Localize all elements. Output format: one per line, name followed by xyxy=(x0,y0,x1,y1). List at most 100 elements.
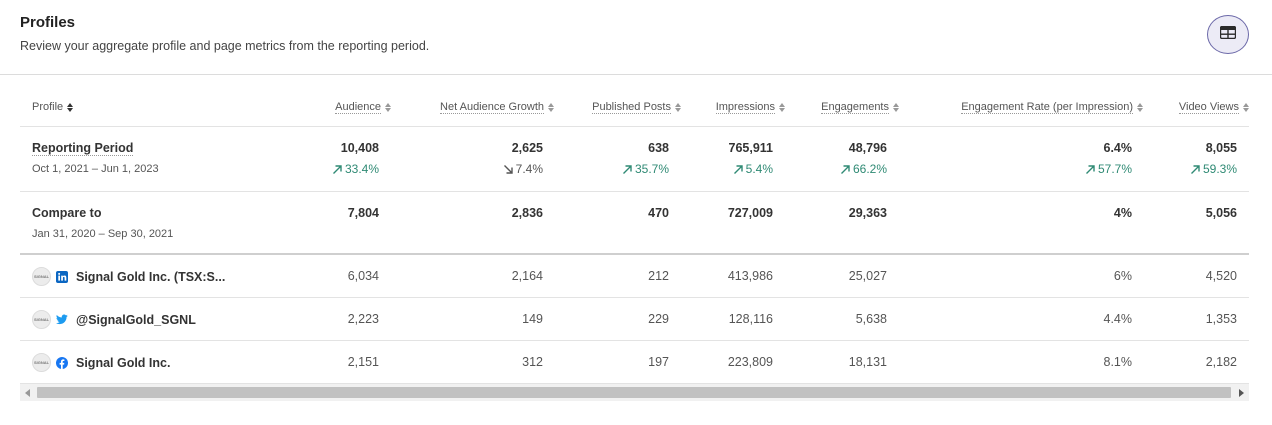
published-posts-change: 35.7% xyxy=(622,162,669,176)
scrollbar-thumb[interactable] xyxy=(37,387,1231,398)
column-header-label: Video Views xyxy=(1178,101,1239,114)
column-header-published-posts[interactable]: Published Posts xyxy=(592,101,681,114)
avatar: SIGNAL xyxy=(32,310,51,329)
engagement-rate-value: 8.1% xyxy=(1103,355,1133,369)
horizontal-scrollbar[interactable] xyxy=(20,384,1249,401)
scroll-left-arrow-icon[interactable] xyxy=(20,384,36,401)
sort-icon[interactable] xyxy=(675,103,681,112)
change-percent: 33.4% xyxy=(344,162,379,176)
section-title: Profiles xyxy=(20,14,76,31)
reporting-period-label[interactable]: Reporting Period xyxy=(32,141,134,156)
column-header-label: Engagements xyxy=(821,101,889,114)
column-header-label: Profile xyxy=(32,101,64,113)
sort-icon[interactable] xyxy=(893,103,899,112)
arrow-up-right-icon xyxy=(840,164,850,174)
engagements-value: 48,796 xyxy=(848,141,887,155)
arrow-up-right-icon xyxy=(733,164,743,174)
column-header-engagement-rate[interactable]: Engagement Rate (per Impression) xyxy=(961,101,1143,114)
video-views-value: 1,353 xyxy=(1205,312,1237,326)
profile-name[interactable]: Signal Gold Inc. xyxy=(76,355,171,370)
sort-icon[interactable] xyxy=(385,103,391,112)
change-percent: 66.2% xyxy=(852,162,887,176)
net-audience-growth-value: 2,625 xyxy=(511,141,543,155)
section-header: Profiles Review your aggregate profile a… xyxy=(0,0,1272,75)
section-subtitle: Review your aggregate profile and page m… xyxy=(20,39,430,53)
profile-name[interactable]: @SignalGold_SGNL xyxy=(76,312,196,327)
profile-cell: SIGNAL Signal Gold Inc. (TSX:S... xyxy=(32,267,225,286)
compare-to-row: Compare to Jan 31, 2020 – Sep 30, 2021 7… xyxy=(20,192,1249,255)
column-header-net-audience-growth[interactable]: Net Audience Growth xyxy=(440,101,554,114)
profile-cell: SIGNAL Signal Gold Inc. xyxy=(32,353,170,372)
sort-icon[interactable] xyxy=(548,103,554,112)
change-percent: 57.7% xyxy=(1097,162,1132,176)
change-percent: 5.4% xyxy=(745,162,773,176)
table-row: SIGNAL Signal Gold Inc. 2,151 312 197 223,8… xyxy=(20,341,1249,384)
column-header-impressions[interactable]: Impressions xyxy=(715,101,785,114)
net-audience-growth-value: 149 xyxy=(522,312,543,326)
audience-value: 10,408 xyxy=(340,141,379,155)
engagements-value: 18,131 xyxy=(848,355,887,369)
linkedin-icon xyxy=(56,270,68,283)
table-icon xyxy=(1219,25,1237,44)
audience-change: 33.4% xyxy=(332,162,379,176)
impressions-value: 765,911 xyxy=(728,141,774,155)
impressions-value: 413,986 xyxy=(727,269,773,283)
published-posts-value: 229 xyxy=(648,312,669,326)
sort-icon[interactable] xyxy=(1137,103,1143,112)
column-header-audience[interactable]: Audience xyxy=(335,101,391,114)
column-header-label: Published Posts xyxy=(592,101,671,114)
published-posts-value: 197 xyxy=(648,355,669,369)
avatar: SIGNAL xyxy=(32,267,51,286)
table-view-toggle-button[interactable] xyxy=(1207,15,1249,54)
column-header-video-views[interactable]: Video Views xyxy=(1178,101,1249,114)
audience-value: 2,151 xyxy=(347,355,379,369)
audience-value: 6,034 xyxy=(347,269,379,283)
profiles-table: Profile Audience Net Audience Growth Pub… xyxy=(20,86,1249,386)
arrow-down-right-icon xyxy=(503,164,513,174)
column-header-engagements[interactable]: Engagements xyxy=(821,101,899,114)
video-views-value: 2,182 xyxy=(1205,355,1237,369)
table-row: SIGNAL @SignalGold_SGNL 2,223 149 229 128,1… xyxy=(20,298,1249,341)
reporting-period-row: Reporting Period Oct 1, 2021 – Jun 1, 20… xyxy=(20,127,1249,192)
engagement-rate-value: 4.4% xyxy=(1103,312,1133,326)
table-header-row: Profile Audience Net Audience Growth Pub… xyxy=(20,86,1249,127)
engagement-rate-value: 6.4% xyxy=(1103,141,1133,155)
engagements-value: 29,363 xyxy=(848,206,887,220)
sort-icon[interactable] xyxy=(779,103,785,112)
video-views-value: 4,520 xyxy=(1205,269,1237,283)
facebook-icon xyxy=(56,356,68,369)
change-percent: 59.3% xyxy=(1202,162,1237,176)
profile-name[interactable]: Signal Gold Inc. (TSX:S... xyxy=(76,269,226,284)
video-views-value: 5,056 xyxy=(1205,206,1237,220)
sort-icon[interactable] xyxy=(67,102,74,112)
impressions-value: 727,009 xyxy=(727,206,773,220)
arrow-up-right-icon xyxy=(1190,164,1200,174)
net-audience-growth-change: 7.4% xyxy=(503,162,543,176)
published-posts-value: 212 xyxy=(648,269,669,283)
table-row: SIGNAL Signal Gold Inc. (TSX:S... 6,034 2… xyxy=(20,255,1249,298)
column-header-profile[interactable]: Profile xyxy=(32,101,74,113)
impressions-value: 223,809 xyxy=(727,355,773,369)
change-percent: 7.4% xyxy=(515,162,543,176)
arrow-up-right-icon xyxy=(622,164,632,174)
profile-cell: SIGNAL @SignalGold_SGNL xyxy=(32,310,196,329)
engagement-rate-value: 4% xyxy=(1113,206,1132,220)
audience-value: 7,804 xyxy=(347,206,379,220)
arrow-up-right-icon xyxy=(332,164,342,174)
twitter-icon xyxy=(56,314,68,326)
change-percent: 35.7% xyxy=(634,162,669,176)
video-views-change: 59.3% xyxy=(1190,162,1237,176)
scroll-right-arrow-icon[interactable] xyxy=(1233,384,1249,401)
column-header-label: Audience xyxy=(335,101,381,114)
compare-to-label: Compare to xyxy=(32,206,102,220)
engagement-rate-change: 57.7% xyxy=(1085,162,1132,176)
column-header-label: Engagement Rate (per Impression) xyxy=(961,101,1133,114)
impressions-change: 5.4% xyxy=(733,162,773,176)
published-posts-value: 470 xyxy=(648,206,669,220)
published-posts-value: 638 xyxy=(648,141,669,155)
arrow-up-right-icon xyxy=(1085,164,1095,174)
engagements-value: 25,027 xyxy=(848,269,887,283)
video-views-value: 8,055 xyxy=(1205,141,1237,155)
sort-icon[interactable] xyxy=(1243,103,1249,112)
compare-to-dates: Jan 31, 2020 – Sep 30, 2021 xyxy=(32,228,174,240)
